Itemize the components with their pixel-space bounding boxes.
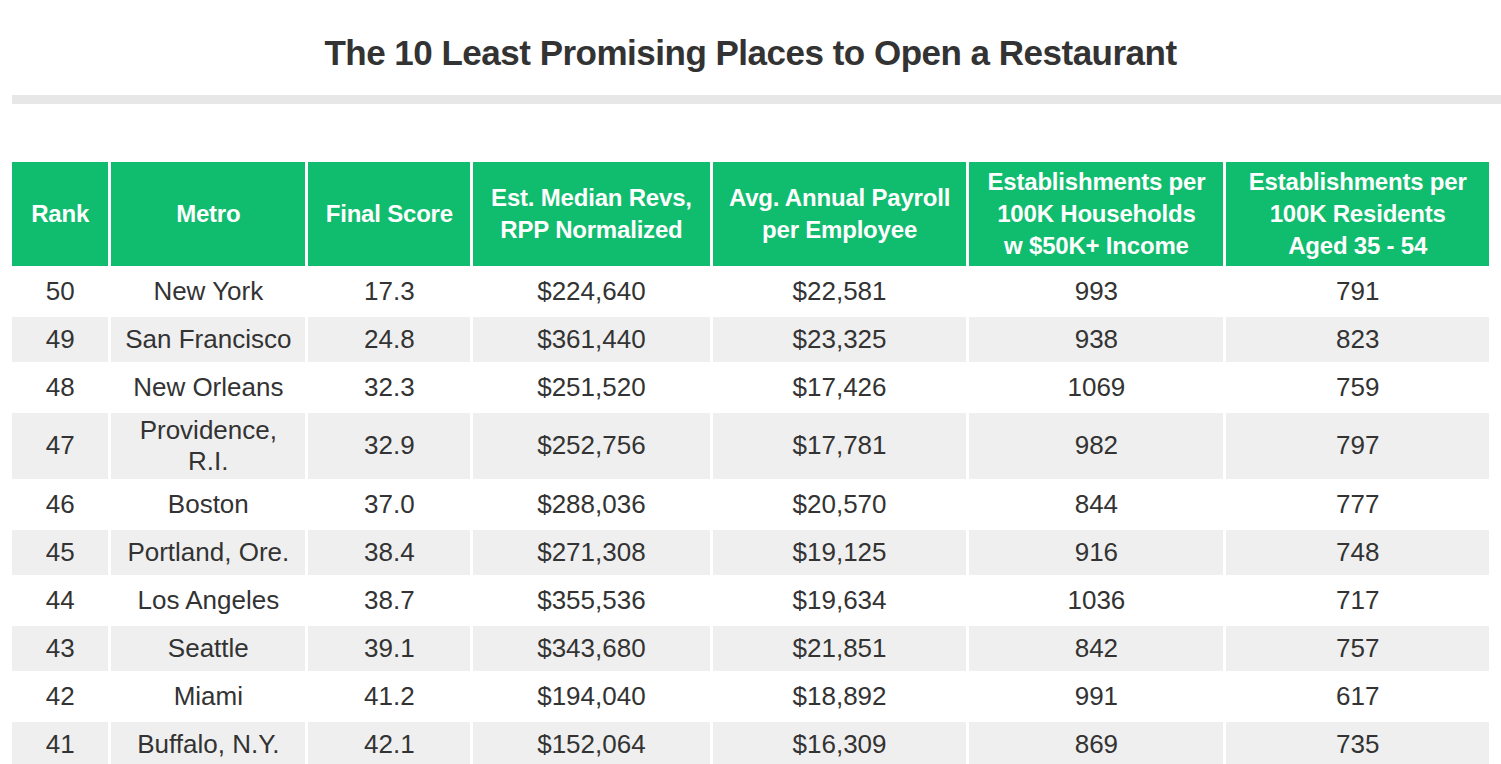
table-cell: 46 xyxy=(12,482,108,527)
table-cell: 41.2 xyxy=(308,674,470,719)
table-cell: $19,634 xyxy=(713,578,967,623)
table-cell: 777 xyxy=(1226,482,1489,527)
table-row: 50New York17.3$224,640$22,581993791 xyxy=(12,269,1489,314)
table-cell: $251,520 xyxy=(473,365,709,410)
table-cell: Boston xyxy=(111,482,305,527)
table-cell: New York xyxy=(111,269,305,314)
table-cell: 823 xyxy=(1226,317,1489,362)
table-row: 48New Orleans32.3$251,520$17,4261069759 xyxy=(12,365,1489,410)
table-cell: 748 xyxy=(1226,530,1489,575)
table-cell: $23,325 xyxy=(713,317,967,362)
table-row: 42Miami41.2$194,040$18,892991617 xyxy=(12,674,1489,719)
table-row: 47Providence, R.I.32.9$252,756$17,781982… xyxy=(12,413,1489,479)
table-cell: Los Angeles xyxy=(111,578,305,623)
table-cell: 37.0 xyxy=(308,482,470,527)
table-cell: 735 xyxy=(1226,722,1489,764)
table-cell: 48 xyxy=(12,365,108,410)
table-cell: Seattle xyxy=(111,626,305,671)
table-cell: 32.3 xyxy=(308,365,470,410)
table-cell: Providence, R.I. xyxy=(111,413,305,479)
table-cell: 1036 xyxy=(969,578,1223,623)
table-cell: $20,570 xyxy=(713,482,967,527)
table-cell: 1069 xyxy=(969,365,1223,410)
table-cell: 993 xyxy=(969,269,1223,314)
table-cell: Buffalo, N.Y. xyxy=(111,722,305,764)
table-cell: 41 xyxy=(12,722,108,764)
table-cell: $19,125 xyxy=(713,530,967,575)
table-cell: $224,640 xyxy=(473,269,709,314)
table-cell: 791 xyxy=(1226,269,1489,314)
table-cell: 991 xyxy=(969,674,1223,719)
table-cell: 44 xyxy=(12,578,108,623)
table-cell: 42.1 xyxy=(308,722,470,764)
header-row: RankMetroFinal ScoreEst. Median Revs, RP… xyxy=(12,162,1489,266)
table-cell: 916 xyxy=(969,530,1223,575)
table-cell: 617 xyxy=(1226,674,1489,719)
table-cell: 757 xyxy=(1226,626,1489,671)
table-cell: $288,036 xyxy=(473,482,709,527)
table-cell: $22,581 xyxy=(713,269,967,314)
column-header-4: Avg. Annual Payroll per Employee xyxy=(713,162,967,266)
table-cell: $21,851 xyxy=(713,626,967,671)
table-row: 41Buffalo, N.Y.42.1$152,064$16,309869735 xyxy=(12,722,1489,764)
page-title: The 10 Least Promising Places to Open a … xyxy=(0,33,1501,73)
table-cell: 938 xyxy=(969,317,1223,362)
column-header-5: Establishments per 100K Households w $50… xyxy=(969,162,1223,266)
table-cell: Portland, Ore. xyxy=(111,530,305,575)
table-cell: New Orleans xyxy=(111,365,305,410)
table-cell: $361,440 xyxy=(473,317,709,362)
table-cell: 47 xyxy=(12,413,108,479)
title-divider xyxy=(12,95,1501,104)
table-cell: $17,426 xyxy=(713,365,967,410)
table-cell: $252,756 xyxy=(473,413,709,479)
table-cell: 842 xyxy=(969,626,1223,671)
table-cell: $194,040 xyxy=(473,674,709,719)
column-header-3: Est. Median Revs, RPP Normalized xyxy=(473,162,709,266)
table-cell: 49 xyxy=(12,317,108,362)
table-row: 45Portland, Ore.38.4$271,308$19,12591674… xyxy=(12,530,1489,575)
table-cell: 24.8 xyxy=(308,317,470,362)
table-cell: 50 xyxy=(12,269,108,314)
table-cell: $343,680 xyxy=(473,626,709,671)
table-cell: $271,308 xyxy=(473,530,709,575)
table-row: 43Seattle39.1$343,680$21,851842757 xyxy=(12,626,1489,671)
table-cell: 797 xyxy=(1226,413,1489,479)
table-cell: $18,892 xyxy=(713,674,967,719)
table-row: 49San Francisco24.8$361,440$23,325938823 xyxy=(12,317,1489,362)
table-cell: 38.7 xyxy=(308,578,470,623)
table-container: RankMetroFinal ScoreEst. Median Revs, RP… xyxy=(9,159,1501,764)
table-cell: $355,536 xyxy=(473,578,709,623)
rankings-table: RankMetroFinal ScoreEst. Median Revs, RP… xyxy=(9,159,1492,764)
table-cell: 717 xyxy=(1226,578,1489,623)
table-cell: Miami xyxy=(111,674,305,719)
table-row: 44Los Angeles38.7$355,536$19,6341036717 xyxy=(12,578,1489,623)
column-header-0: Rank xyxy=(12,162,108,266)
table-cell: $17,781 xyxy=(713,413,967,479)
column-header-6: Establishments per 100K Residents Aged 3… xyxy=(1226,162,1489,266)
table-cell: San Francisco xyxy=(111,317,305,362)
table-cell: $152,064 xyxy=(473,722,709,764)
column-header-1: Metro xyxy=(111,162,305,266)
table-cell: 43 xyxy=(12,626,108,671)
table-cell: 32.9 xyxy=(308,413,470,479)
column-header-2: Final Score xyxy=(308,162,470,266)
table-row: 46Boston37.0$288,036$20,570844777 xyxy=(12,482,1489,527)
table-cell: 759 xyxy=(1226,365,1489,410)
table-cell: 42 xyxy=(12,674,108,719)
table-cell: 45 xyxy=(12,530,108,575)
table-body: 50New York17.3$224,640$22,58199379149San… xyxy=(12,269,1489,764)
table-cell: 17.3 xyxy=(308,269,470,314)
table-cell: 38.4 xyxy=(308,530,470,575)
table-cell: 869 xyxy=(969,722,1223,764)
table-cell: 39.1 xyxy=(308,626,470,671)
table-cell: $16,309 xyxy=(713,722,967,764)
table-cell: 844 xyxy=(969,482,1223,527)
table-cell: 982 xyxy=(969,413,1223,479)
